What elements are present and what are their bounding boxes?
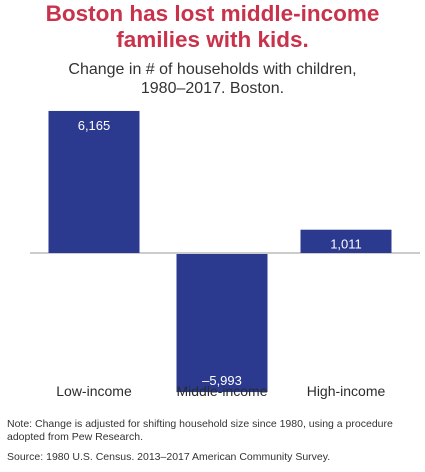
bar-value-label: 1,011 [330,237,362,252]
chart-title-line-1: Boston has lost middle-income [45,1,380,26]
chart-subtitle-line-1: Change in # of households with children, [68,61,357,78]
footnote-line-1: Note: Change is adjusted for shifting ho… [7,418,393,430]
bar-value-label: –5,993 [202,373,242,388]
bar-high-income [300,229,392,253]
category-label: High-income [307,383,386,399]
bar-middle-income [176,254,268,393]
category-label: Low-income [56,383,132,399]
bar-low-income [48,110,140,253]
chart-subtitle-line-2: 1980–2017. Boston. [140,80,285,97]
bar-value-label: 6,165 [78,118,111,133]
footnote-line-2: adopted from Pew Research. [7,431,143,443]
source-note: Source: 1980 U.S. Census. 2013–2017 Amer… [7,451,331,463]
category-label: Middle-income [176,383,267,399]
chart-title-line-2: families with kids. [116,27,309,52]
